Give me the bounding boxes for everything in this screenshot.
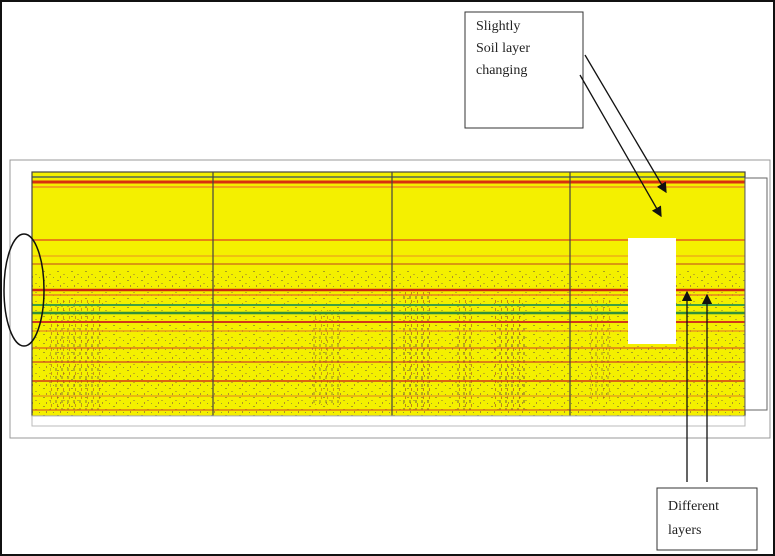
figure: Slightly Soil layer changing Different l…	[0, 0, 775, 556]
page: Slightly Soil layer changing Different l…	[0, 0, 775, 556]
radar-streaks-part	[50, 300, 100, 410]
annotation-box	[657, 488, 757, 550]
annotation-line: layers	[668, 523, 701, 538]
annotation-line: Soil layer	[476, 41, 530, 56]
radar-streaks-part	[310, 310, 340, 405]
annotation-line: changing	[476, 63, 527, 78]
distance-axis	[32, 416, 745, 426]
radar-streaks-part	[400, 290, 430, 410]
radar-streaks-part	[590, 300, 610, 400]
blank-patch	[628, 238, 676, 344]
annotation-line: Different	[668, 499, 719, 514]
radar-streaks-part	[455, 300, 475, 410]
radar-streaks-part	[495, 300, 525, 410]
scale-bar	[745, 178, 767, 410]
annotation-line: Slightly	[476, 19, 520, 34]
radargram	[4, 160, 770, 438]
